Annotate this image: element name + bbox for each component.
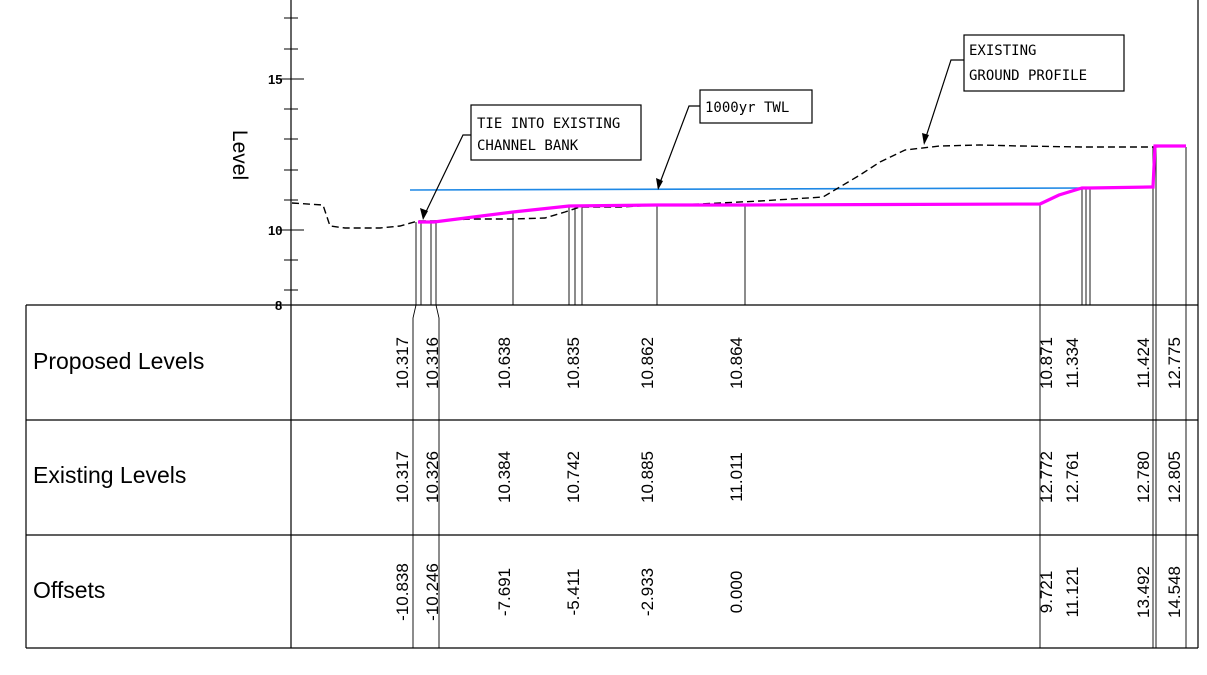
existing-value-1: 10.326 [423,451,442,503]
offsets-value-3: -5.411 [564,569,583,616]
tick-8: 8 [275,298,282,313]
proposed-value-2: 10.638 [495,337,514,389]
callout-ground-line-1: EXISTING [969,43,1036,59]
row-label-proposed: Proposed Levels [33,348,204,374]
offsets-value-7: 11.121 [1063,567,1082,618]
callout-ground: EXISTING GROUND PROFILE [922,34,1125,145]
existing-value-7: 12.761 [1063,451,1082,503]
proposed-value-6: 10.871 [1037,337,1056,389]
row-label-offsets: Offsets [33,577,105,603]
callout-ground-line-2: GROUND PROFILE [969,68,1087,84]
offsets-value-4: -2.933 [638,568,657,616]
proposed-value-1: 10.316 [423,337,442,389]
level-axis-title: Level [228,130,251,180]
proposed-value-3: 10.835 [564,337,583,389]
offset-values: -10.838 -10.246 -7.691 -5.411 -2.933 0.000 9.7… [393,563,1184,621]
callout-twl: 1000yr TWL [656,89,813,190]
existing-value-3: 10.742 [564,451,583,503]
existing-ground-line [291,144,1187,229]
offsets-value-2: -7.691 [495,568,514,616]
proposed-value-5: 10.864 [727,337,746,389]
existing-value-2: 10.384 [495,451,514,503]
existing-value-8: 12.780 [1134,451,1153,503]
station-lines [415,147,1187,305]
proposed-line [418,144,1186,224]
proposed-value-9: 12.775 [1165,337,1184,389]
proposed-value-7: 11.334 [1063,338,1082,389]
existing-value-5: 11.011 [727,452,746,501]
callout-tie-in-line-2: CHANNEL BANK [477,138,579,154]
offsets-value-8: 13.492 [1134,566,1153,618]
offsets-value-1: -10.246 [423,563,442,621]
callout-tie-in: TIE INTO EXISTING CHANNEL BANK [420,104,642,220]
proposed-value-8: 11.424 [1134,338,1153,389]
callout-tie-in-line-1: TIE INTO EXISTING [477,116,620,132]
existing-value-6: 12.772 [1037,451,1056,503]
existing-value-9: 12.805 [1165,451,1184,503]
callout-twl-line-1: 1000yr TWL [705,100,789,116]
offsets-value-0: -10.838 [393,563,412,621]
offsets-value-5: 0.000 [727,571,746,614]
existing-value-0: 10.317 [393,451,412,503]
existing-values: 10.317 10.326 10.384 10.742 10.885 11.011 12.7… [393,451,1184,503]
proposed-value-0: 10.317 [393,337,412,389]
table-station-lines [412,304,1187,648]
tick-10: 10 [268,223,282,238]
row-label-existing: Existing Levels [33,462,186,488]
level-axis [278,17,304,291]
proposed-values: 10.317 10.316 10.638 10.835 10.862 10.864 10.8… [393,337,1184,389]
existing-value-4: 10.885 [638,451,657,503]
twl-line [409,187,1094,191]
offsets-value-6: 9.721 [1037,571,1056,614]
offsets-value-9: 14.548 [1165,566,1184,618]
proposed-value-4: 10.862 [638,337,657,389]
data-table [25,0,1199,649]
tick-15: 15 [268,72,282,87]
